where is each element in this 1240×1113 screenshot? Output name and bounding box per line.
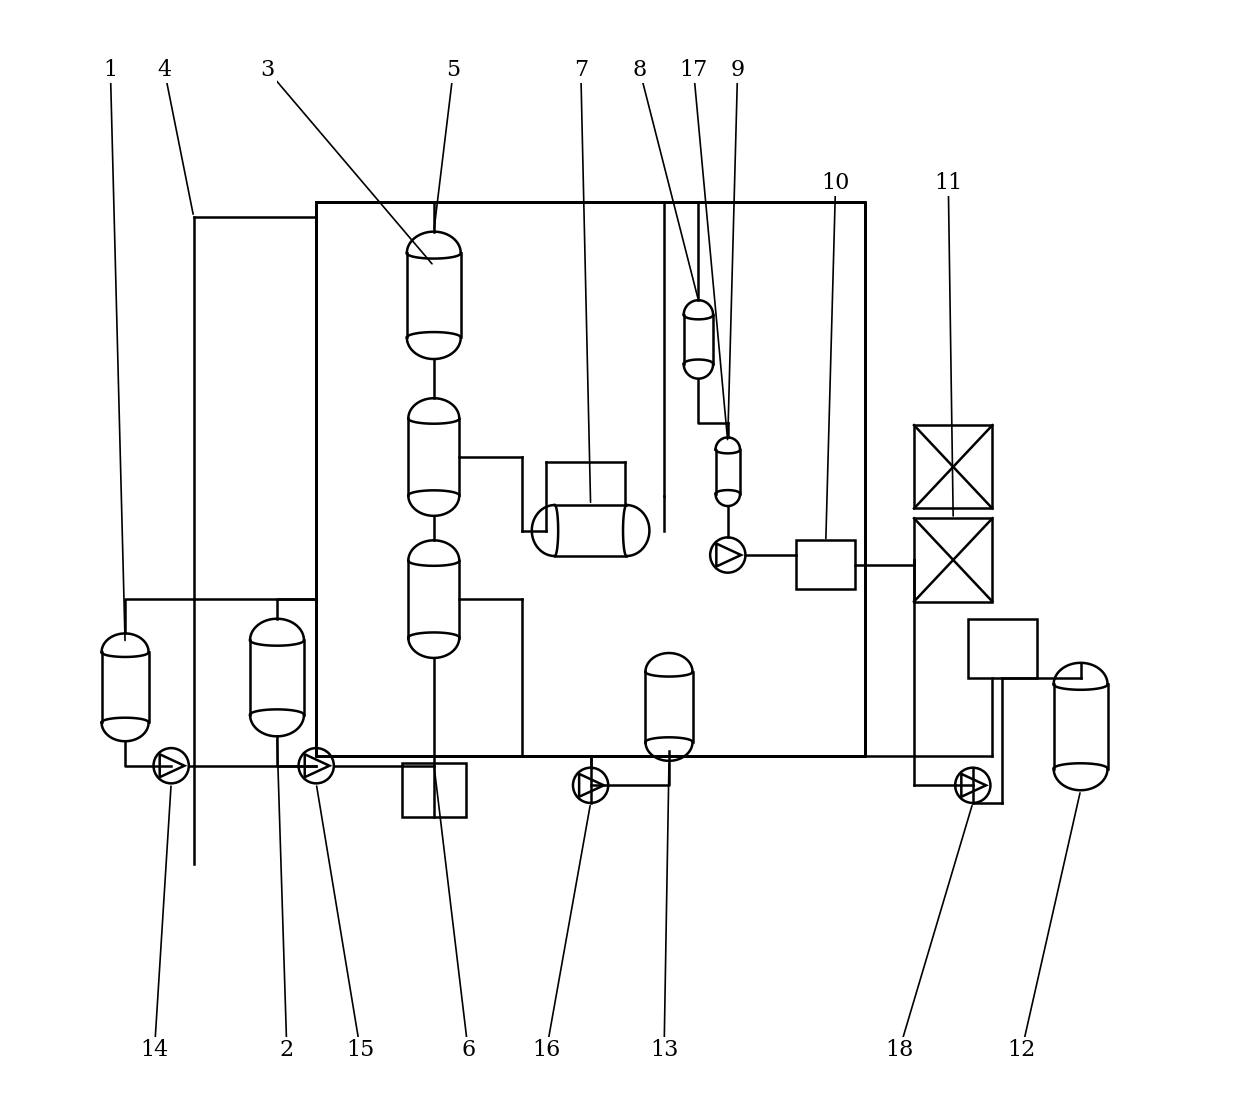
Text: 8: 8 [632, 59, 647, 81]
Text: 18: 18 [885, 1038, 914, 1061]
Text: 9: 9 [730, 59, 745, 81]
Text: 7: 7 [574, 59, 588, 81]
Text: 13: 13 [650, 1038, 678, 1061]
Text: 6: 6 [461, 1038, 475, 1061]
Text: 15: 15 [346, 1038, 374, 1061]
Text: 17: 17 [680, 59, 708, 81]
Text: 2: 2 [280, 1038, 294, 1061]
Text: 1: 1 [103, 59, 118, 81]
Text: 14: 14 [140, 1038, 169, 1061]
Text: 4: 4 [157, 59, 171, 81]
Text: 12: 12 [1008, 1038, 1035, 1061]
Text: 11: 11 [934, 171, 962, 194]
Text: 5: 5 [446, 59, 460, 81]
Text: 16: 16 [532, 1038, 560, 1061]
Text: 10: 10 [821, 171, 849, 194]
Text: 3: 3 [260, 59, 274, 81]
